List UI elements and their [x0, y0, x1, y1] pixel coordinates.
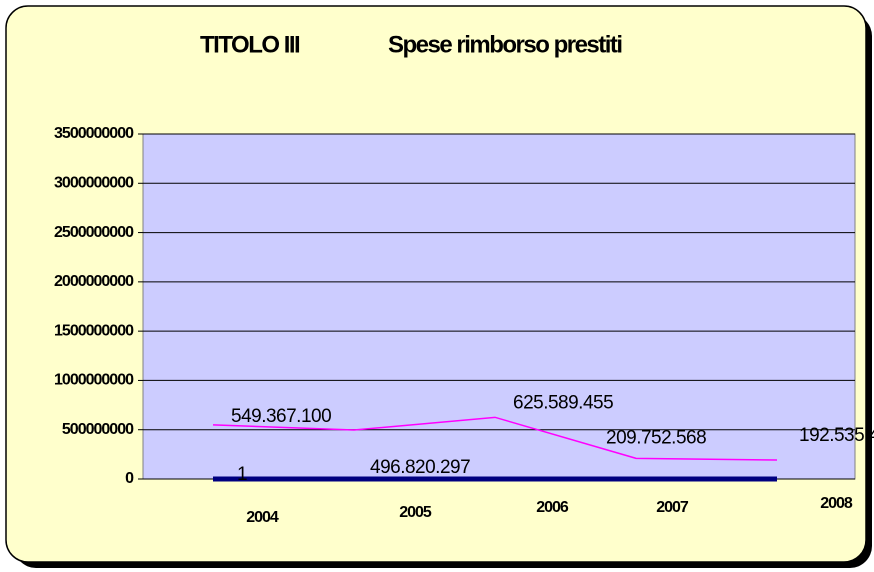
value-label: 549.367.100 — [231, 406, 331, 427]
value-label: 1 — [237, 464, 247, 485]
x-tick-label: 2005 — [399, 504, 432, 521]
x-tick-label: 2004 — [246, 509, 279, 526]
chart-subtitle: Spese rimborso prestiti — [388, 31, 622, 58]
x-tick-label: 2008 — [820, 495, 853, 512]
value-label: 209.752.568 — [606, 427, 706, 448]
value-label: 496.820.297 — [370, 457, 470, 478]
series-line — [212, 416, 778, 461]
value-label: 625.589.455 — [513, 392, 613, 413]
value-label: 192.535.428 — [799, 425, 874, 446]
y-tick-label: 500000000 — [62, 421, 134, 438]
y-tick-label: 1500000000 — [54, 322, 134, 339]
y-tick-label: 3000000000 — [54, 175, 134, 192]
y-tick-label: 2000000000 — [54, 273, 134, 290]
y-tick-label: 1000000000 — [54, 372, 134, 389]
x-tick-label: 2007 — [656, 499, 689, 516]
y-tick-label: 2500000000 — [54, 224, 134, 241]
plot-area — [142, 133, 856, 480]
x-tick-label: 2006 — [536, 499, 569, 516]
y-tick-label: 3500000000 — [54, 125, 134, 142]
y-tick-label: 0 — [125, 470, 134, 487]
chart-title: TITOLO III — [200, 31, 300, 58]
